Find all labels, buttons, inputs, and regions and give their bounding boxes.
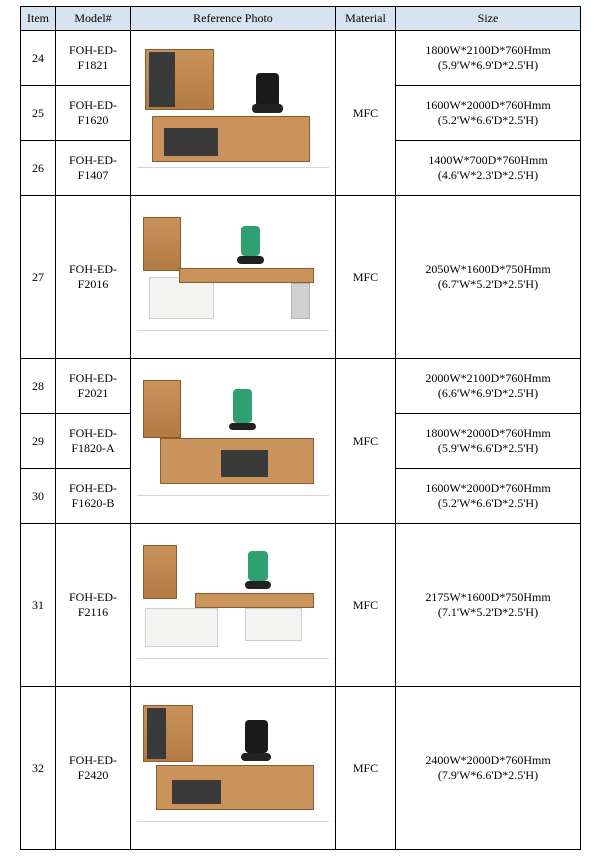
cell-size: 2400W*2000D*760Hmm(7.9'W*6.6'D*2.5'H) [396, 687, 581, 850]
cell-model: FOH-ED-F1820-A [56, 414, 131, 469]
cell-material: MFC [336, 524, 396, 687]
table-row: 27FOH-ED-F2016 MFC2050W*1600D*750Hmm(6.7'… [21, 196, 581, 359]
table-row: 32FOH-ED-F2420 MFC2400W*2000D*760Hmm(7.9'… [21, 687, 581, 850]
cell-material: MFC [336, 359, 396, 524]
cell-material: MFC [336, 687, 396, 850]
cell-model: FOH-ED-F2016 [56, 196, 131, 359]
cell-item: 25 [21, 86, 56, 141]
cell-item: 24 [21, 31, 56, 86]
cell-item: 27 [21, 196, 56, 359]
cell-size: 1400W*700D*760Hmm(4.6'W*2.3'D*2.5'H) [396, 141, 581, 196]
cell-photo [131, 196, 336, 359]
header-item: Item [21, 7, 56, 31]
cell-model: FOH-ED-F1821 [56, 31, 131, 86]
cell-size: 2000W*2100D*760Hmm(6.6'W*6.9'D*2.5'H) [396, 359, 581, 414]
cell-size: 1600W*2000D*760Hmm(5.2'W*6.6'D*2.5'H) [396, 86, 581, 141]
cell-model: FOH-ED-F2420 [56, 687, 131, 850]
cell-model: FOH-ED-F2021 [56, 359, 131, 414]
header-photo: Reference Photo [131, 7, 336, 31]
cell-model: FOH-ED-F1407 [56, 141, 131, 196]
cell-photo [131, 687, 336, 850]
cell-item: 26 [21, 141, 56, 196]
cell-model: FOH-ED-F1620-B [56, 469, 131, 524]
cell-item: 28 [21, 359, 56, 414]
cell-item: 31 [21, 524, 56, 687]
cell-photo [131, 524, 336, 687]
cell-size: 2050W*1600D*750Hmm(6.7'W*5.2'D*2.5'H) [396, 196, 581, 359]
furniture-illustration [137, 37, 329, 189]
furniture-illustration [137, 693, 329, 843]
cell-item: 30 [21, 469, 56, 524]
cell-item: 29 [21, 414, 56, 469]
header-size: Size [396, 7, 581, 31]
cell-size: 1800W*2100D*760Hmm(5.9'W*6.9'D*2.5'H) [396, 31, 581, 86]
cell-model: FOH-ED-F1620 [56, 86, 131, 141]
furniture-illustration [137, 365, 329, 517]
header-model: Model# [56, 7, 131, 31]
cell-size: 2175W*1600D*750Hmm(7.1'W*5.2'D*2.5'H) [396, 524, 581, 687]
header-row: Item Model# Reference Photo Material Siz… [21, 7, 581, 31]
cell-material: MFC [336, 196, 396, 359]
furniture-illustration [137, 202, 329, 352]
table-row: 24FOH-ED-F1821MFC1800W*2100D*760Hmm(5.9'… [21, 31, 581, 86]
furniture-illustration [137, 530, 329, 680]
header-material: Material [336, 7, 396, 31]
cell-size: 1600W*2000D*760Hmm(5.2'W*6.6'D*2.5'H) [396, 469, 581, 524]
cell-model: FOH-ED-F2116 [56, 524, 131, 687]
cell-photo [131, 31, 336, 196]
cell-material: MFC [336, 31, 396, 196]
cell-photo [131, 359, 336, 524]
cell-size: 1800W*2000D*760Hmm(5.9'W*6.6'D*2.5'H) [396, 414, 581, 469]
table-row: 28FOH-ED-F2021MFC2000W*2100D*760Hmm(6.6'… [21, 359, 581, 414]
table-row: 31FOH-ED-F2116 MFC2175W*1600D*750Hmm(7.1'… [21, 524, 581, 687]
cell-item: 32 [21, 687, 56, 850]
product-table: Item Model# Reference Photo Material Siz… [20, 6, 581, 850]
